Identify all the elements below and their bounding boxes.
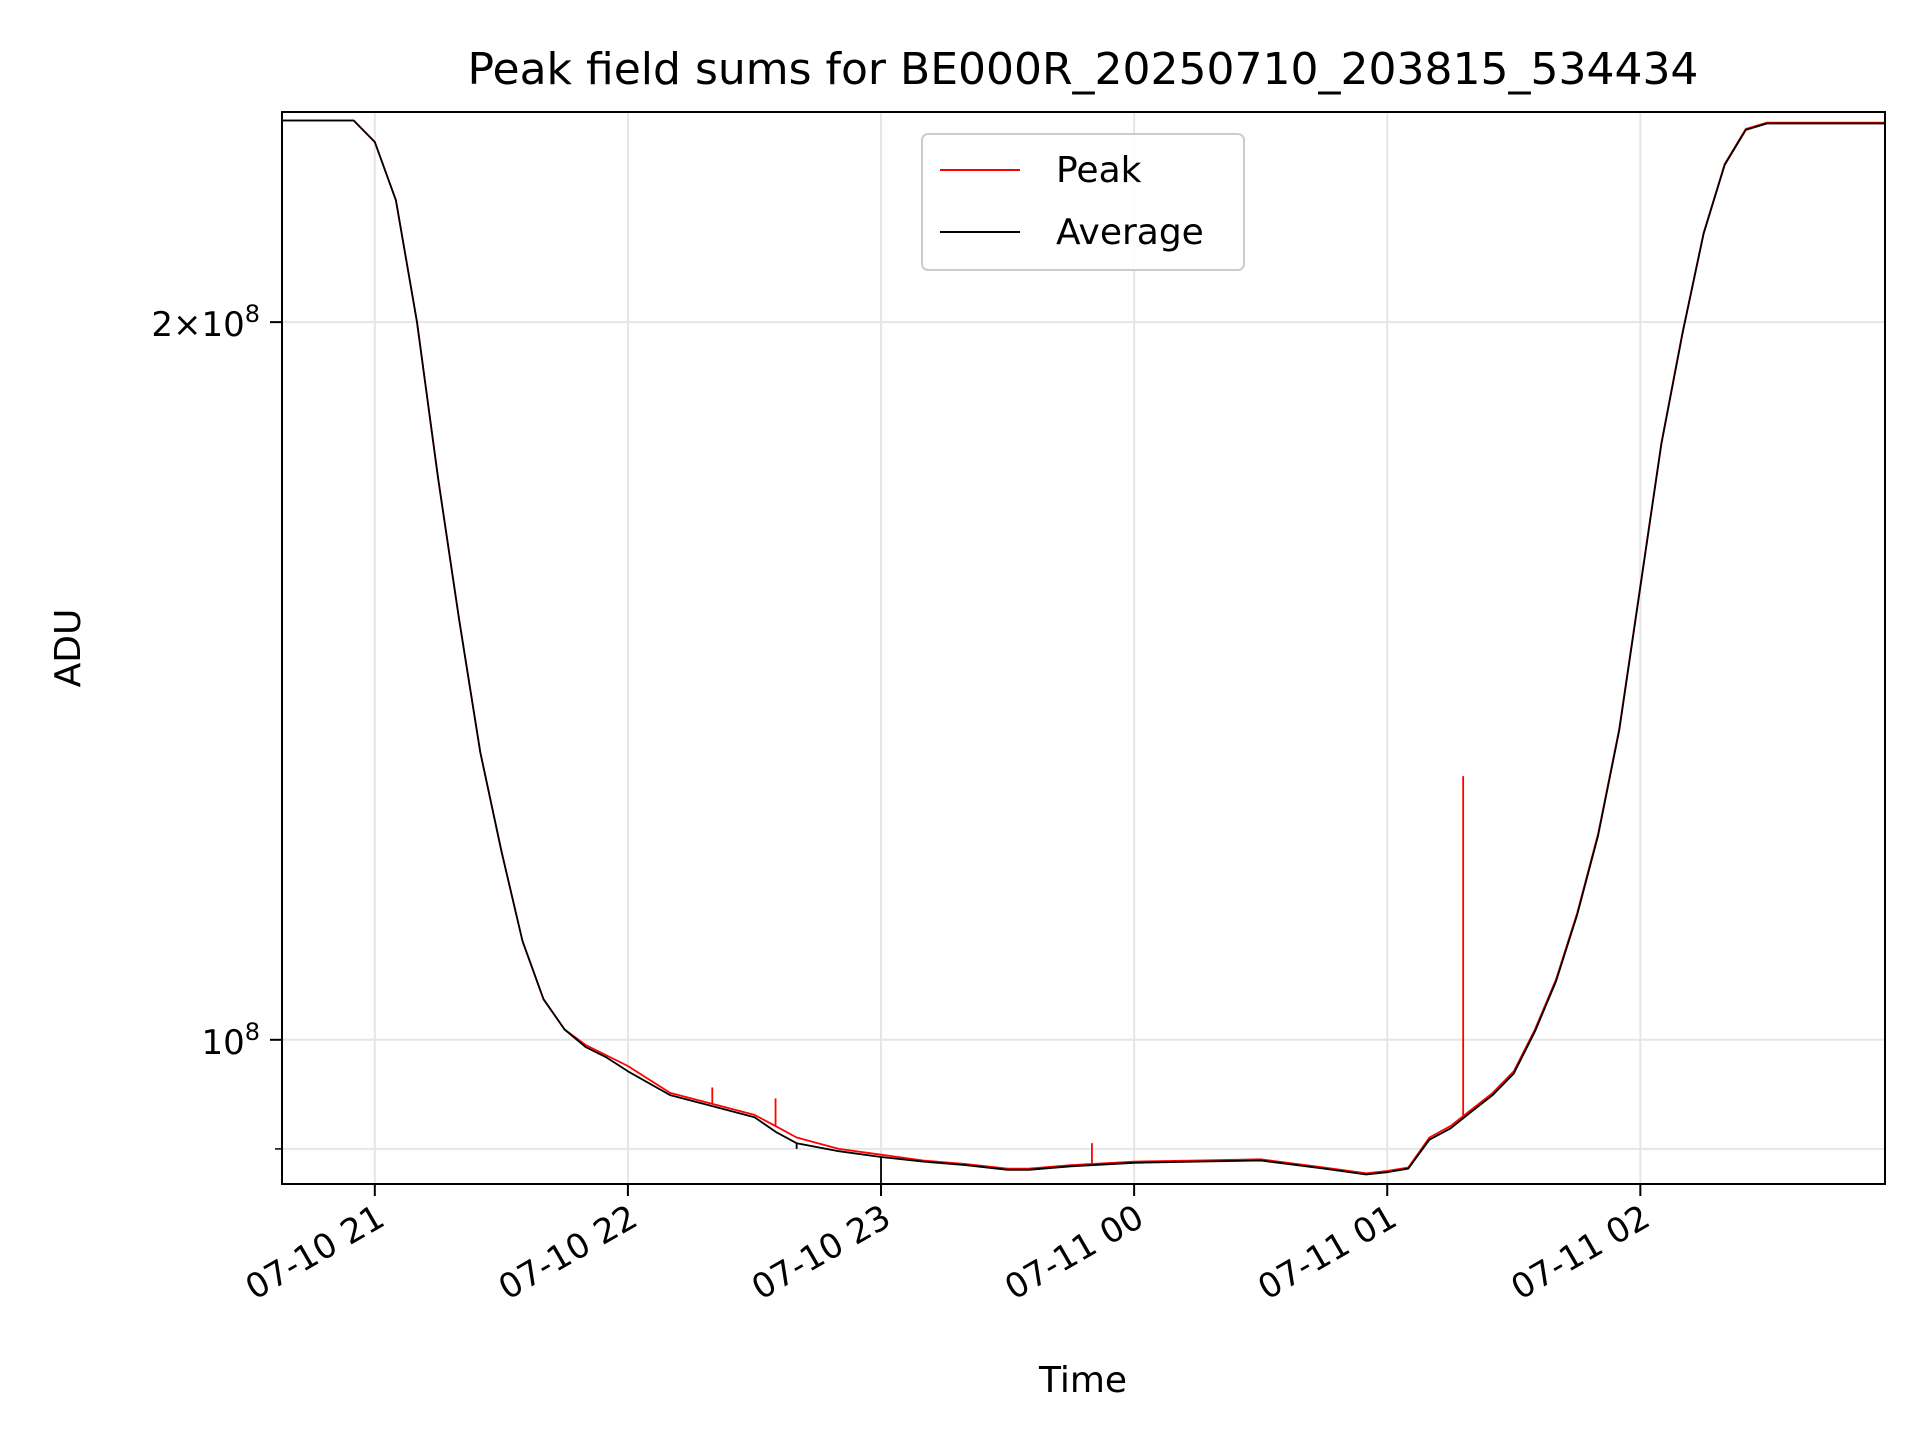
plot-frame — [281, 111, 1886, 1185]
legend-box — [921, 133, 1245, 271]
chart-title: Peak field sums for BE000R_20250710_2038… — [468, 44, 1699, 95]
series-layer — [282, 119, 1885, 1184]
y-tick-label: 2×108 — [151, 300, 260, 345]
legend-label-average: Average — [1056, 212, 1204, 253]
legend: Peak Average — [921, 133, 1245, 271]
series-line-average — [282, 119, 1885, 1176]
grid — [282, 112, 1885, 1184]
y-axis-label: ADU — [48, 609, 89, 688]
x-axis-label: Time — [1038, 1360, 1127, 1401]
legend-label-peak: Peak — [1056, 150, 1142, 191]
